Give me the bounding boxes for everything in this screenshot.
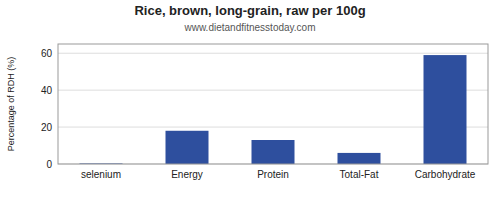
title: Rice, brown, long-grain, raw per 100g [134, 3, 365, 18]
y-tick-label: 40 [41, 85, 53, 96]
bar [166, 131, 209, 164]
bar [338, 153, 381, 164]
grid [58, 53, 488, 164]
y-tick-label: 20 [41, 122, 53, 133]
x-tick-label: Protein [257, 169, 289, 180]
plot-frame [58, 44, 488, 164]
subtitle: www.dietandfitnesstoday.com [184, 22, 316, 33]
chart: Rice, brown, long-grain, raw per 100g www… [0, 0, 500, 200]
bar [424, 55, 467, 164]
x-tick-label: Total-Fat [340, 169, 379, 180]
bar [252, 140, 295, 164]
bars [80, 55, 467, 164]
x-tick-label: Energy [171, 169, 203, 180]
y-tick-label: 60 [41, 48, 53, 59]
chart-container: Rice, brown, long-grain, raw per 100g www… [0, 0, 500, 200]
grid-line [58, 53, 488, 54]
y-axis-label: Percentage of RDH (%) [6, 57, 16, 152]
y-tick-label: 0 [46, 159, 52, 170]
x-tick-label: Carbohydrate [415, 169, 476, 180]
x-tick-label: selenium [81, 169, 121, 180]
